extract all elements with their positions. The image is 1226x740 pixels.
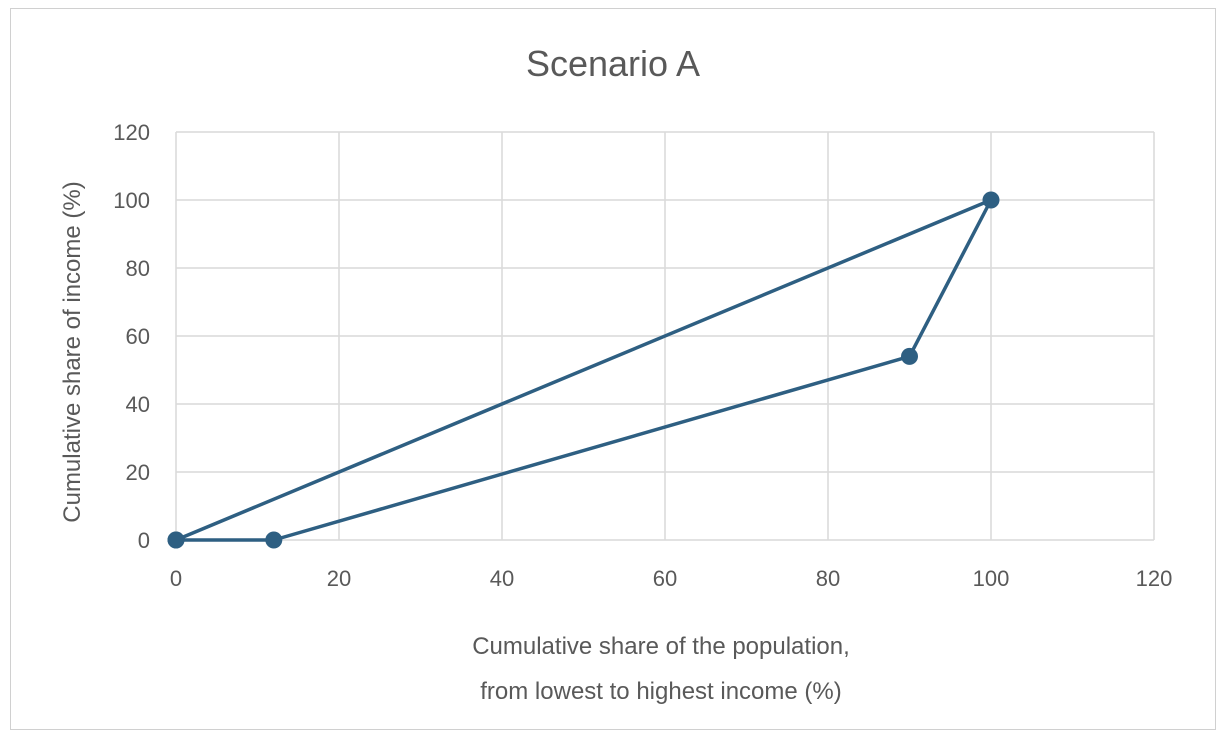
y-tick-label: 20 (126, 460, 150, 485)
x-tick-label: 60 (653, 566, 677, 591)
x-tick-label: 100 (973, 566, 1010, 591)
x-tick-label: 40 (490, 566, 514, 591)
y-tick-label: 40 (126, 392, 150, 417)
x-tick-label: 20 (327, 566, 351, 591)
x-tick-label: 80 (816, 566, 840, 591)
data-point (901, 347, 918, 365)
x-axis-title-line-1: Cumulative share of the population, (472, 633, 850, 660)
y-tick-label: 100 (113, 188, 150, 213)
y-axis-title: Cumulative share of income (%) (59, 181, 86, 522)
tick-layer: 0 20 40 60 80 100 120 0 20 40 60 80 100 120 (113, 120, 1172, 591)
x-tick-label: 120 (1136, 566, 1173, 591)
series-layer (167, 191, 1000, 549)
y-tick-label: 60 (126, 324, 150, 349)
y-tick-label: 120 (113, 120, 150, 145)
x-tick-label: 0 (170, 566, 182, 591)
data-point (982, 191, 1000, 209)
series-line (175, 198, 993, 542)
y-tick-label: 0 (138, 528, 150, 553)
chart-frame (10, 8, 1216, 730)
y-tick-label: 80 (126, 256, 150, 281)
data-point (265, 531, 283, 549)
chart-title: Scenario A (526, 43, 700, 84)
data-point (167, 531, 185, 549)
x-axis-title-line-2: from lowest to highest income (%) (480, 678, 841, 705)
